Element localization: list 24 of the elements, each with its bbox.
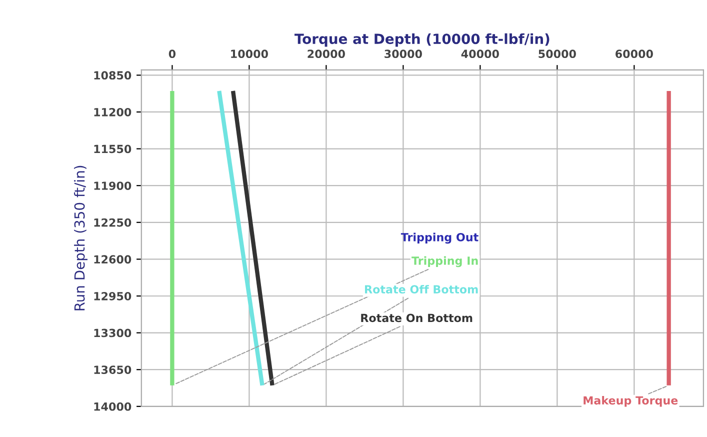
- y-tick-label: 11550: [94, 144, 132, 154]
- y-tick-label: 13650: [94, 366, 132, 374]
- series-label: Makeup Torque: [584, 396, 678, 407]
- x-tick-label: 10000: [231, 50, 268, 58]
- y-tick-label: 14000: [94, 402, 132, 411]
- y-tick-label: 13300: [94, 328, 132, 338]
- text: Rotate On Bottom: [361, 314, 472, 322]
- x-tick-label: 20000: [308, 50, 345, 58]
- legend-label: Tripping Out: [400, 232, 478, 244]
- x-tick-label: 50000: [538, 50, 576, 58]
- x-tick-label: 0: [168, 50, 176, 58]
- y-tick-label: 12950: [94, 292, 132, 300]
- y-tick-label: 11200: [94, 108, 132, 116]
- x-axis-title: Torque at Depth (10000 ft-lbf/in): [294, 33, 550, 47]
- x-tick-label: 60000: [616, 50, 653, 58]
- y-tick-label: 10850: [94, 71, 132, 80]
- x-tick-label: 30000: [384, 50, 422, 58]
- text: Tripping In: [412, 256, 478, 268]
- x-tick-label: 40000: [461, 50, 499, 58]
- y-tick-label: 12250: [94, 218, 132, 227]
- text: Rotate Off Bottom: [365, 284, 478, 294]
- y-tick-label: 12600: [94, 255, 132, 264]
- y-axis-title: Run Depth (350 ft/in): [74, 166, 88, 310]
- y-tick-label: 11900: [94, 182, 132, 190]
